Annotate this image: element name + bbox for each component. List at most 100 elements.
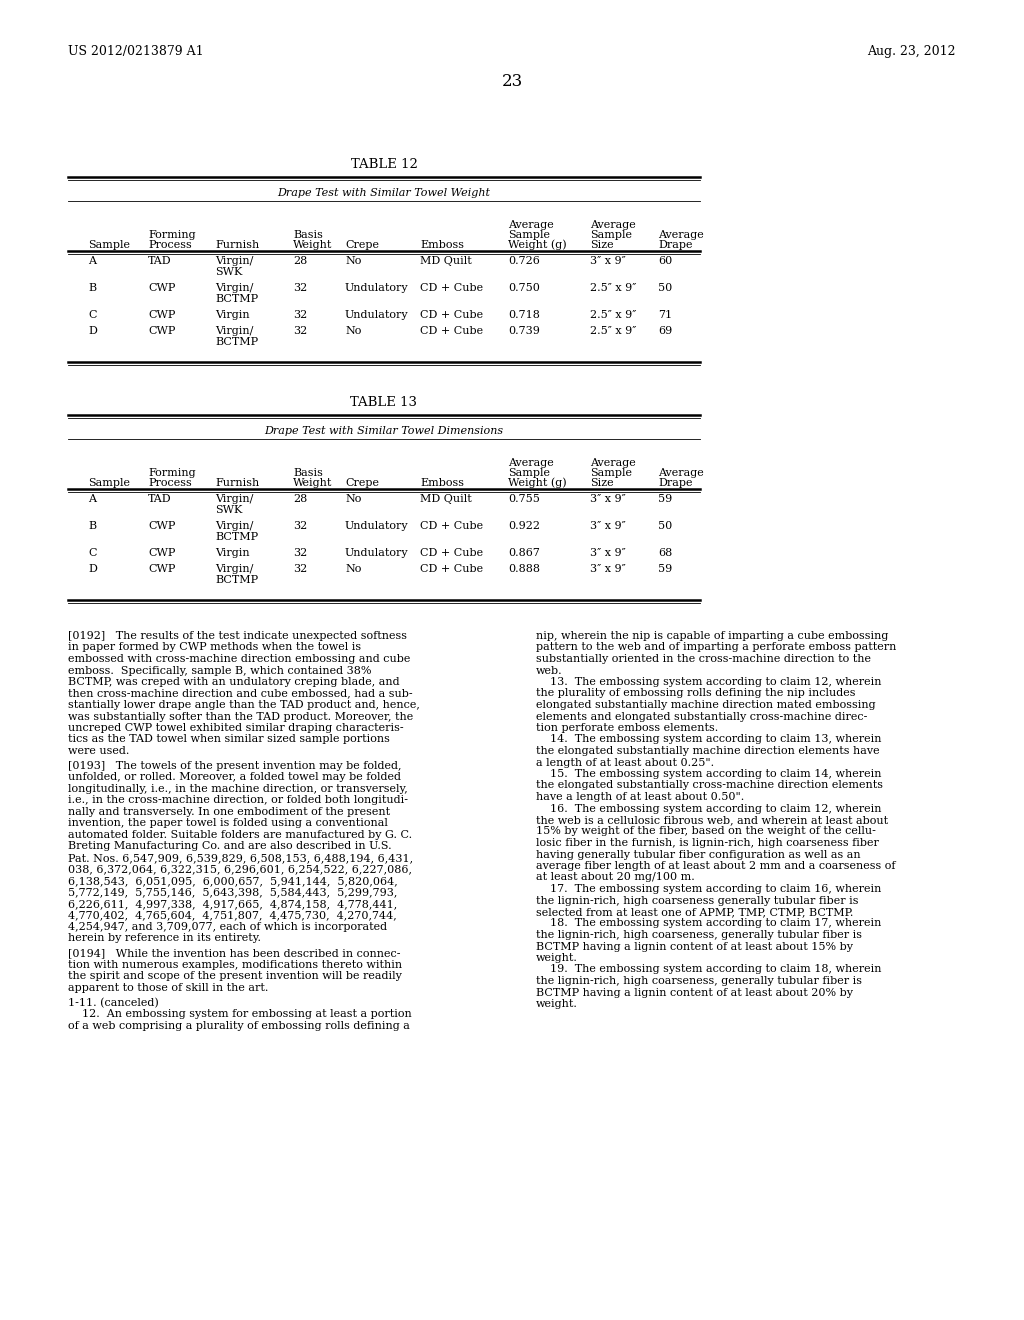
Text: CWP: CWP <box>148 521 175 531</box>
Text: Sample: Sample <box>88 240 130 249</box>
Text: longitudinally, i.e., in the machine direction, or transversely,: longitudinally, i.e., in the machine dir… <box>68 784 408 793</box>
Text: A: A <box>88 256 96 267</box>
Text: 3″ x 9″: 3″ x 9″ <box>590 494 626 504</box>
Text: 71: 71 <box>658 310 672 319</box>
Text: 1-11. (canceled): 1-11. (canceled) <box>68 998 159 1008</box>
Text: [0193]   The towels of the present invention may be folded,: [0193] The towels of the present inventi… <box>68 760 401 771</box>
Text: BCTMP: BCTMP <box>215 576 258 585</box>
Text: 60: 60 <box>658 256 672 267</box>
Text: 59: 59 <box>658 494 672 504</box>
Text: 15.  The embossing system according to claim 14, wherein: 15. The embossing system according to cl… <box>536 770 882 779</box>
Text: 3″ x 9″: 3″ x 9″ <box>590 564 626 574</box>
Text: tion perforate emboss elements.: tion perforate emboss elements. <box>536 723 718 733</box>
Text: tion with numerous examples, modifications thereto within: tion with numerous examples, modificatio… <box>68 960 402 970</box>
Text: 5,772,149,  5,755,146,  5,643,398,  5,584,443,  5,299,793,: 5,772,149, 5,755,146, 5,643,398, 5,584,4… <box>68 887 397 898</box>
Text: CD + Cube: CD + Cube <box>420 548 483 558</box>
Text: 59: 59 <box>658 564 672 574</box>
Text: Virgin/: Virgin/ <box>215 564 253 574</box>
Text: tics as the TAD towel when similar sized sample portions: tics as the TAD towel when similar sized… <box>68 734 390 744</box>
Text: TAD: TAD <box>148 494 172 504</box>
Text: D: D <box>88 564 97 574</box>
Text: Sample: Sample <box>590 469 632 478</box>
Text: 13.  The embossing system according to claim 12, wherein: 13. The embossing system according to cl… <box>536 677 882 686</box>
Text: a length of at least about 0.25".: a length of at least about 0.25". <box>536 758 714 767</box>
Text: CD + Cube: CD + Cube <box>420 564 483 574</box>
Text: in paper formed by CWP methods when the towel is: in paper formed by CWP methods when the … <box>68 643 361 652</box>
Text: uncreped CWP towel exhibited similar draping characteris-: uncreped CWP towel exhibited similar dra… <box>68 723 403 733</box>
Text: 0.739: 0.739 <box>508 326 540 337</box>
Text: MD Quilt: MD Quilt <box>420 494 472 504</box>
Text: have a length of at least about 0.50".: have a length of at least about 0.50". <box>536 792 744 803</box>
Text: average fiber length of at least about 2 mm and a coarseness of: average fiber length of at least about 2… <box>536 861 896 871</box>
Text: 28: 28 <box>293 494 307 504</box>
Text: MD Quilt: MD Quilt <box>420 256 472 267</box>
Text: 32: 32 <box>293 564 307 574</box>
Text: 32: 32 <box>293 282 307 293</box>
Text: 17.  The embossing system according to claim 16, wherein: 17. The embossing system according to cl… <box>536 884 882 894</box>
Text: nip, wherein the nip is capable of imparting a cube embossing: nip, wherein the nip is capable of impar… <box>536 631 889 642</box>
Text: 32: 32 <box>293 326 307 337</box>
Text: 28: 28 <box>293 256 307 267</box>
Text: No: No <box>345 494 361 504</box>
Text: Virgin/: Virgin/ <box>215 282 253 293</box>
Text: BCTMP: BCTMP <box>215 294 258 304</box>
Text: 32: 32 <box>293 310 307 319</box>
Text: BCTMP, was creped with an undulatory creping blade, and: BCTMP, was creped with an undulatory cre… <box>68 677 399 686</box>
Text: TABLE 13: TABLE 13 <box>350 396 418 409</box>
Text: [0194]   While the invention has been described in connec-: [0194] While the invention has been desc… <box>68 948 400 958</box>
Text: Average: Average <box>590 458 636 469</box>
Text: Process: Process <box>148 478 191 488</box>
Text: the spirit and scope of the present invention will be readily: the spirit and scope of the present inve… <box>68 972 401 981</box>
Text: SWK: SWK <box>215 506 243 515</box>
Text: Weight: Weight <box>293 240 333 249</box>
Text: the lignin-rich, high coarseness, generally tubular fiber is: the lignin-rich, high coarseness, genera… <box>536 931 862 940</box>
Text: TABLE 12: TABLE 12 <box>350 158 418 172</box>
Text: Drape: Drape <box>658 240 692 249</box>
Text: 0.922: 0.922 <box>508 521 540 531</box>
Text: selected from at least one of APMP, TMP, CTMP, BCTMP.: selected from at least one of APMP, TMP,… <box>536 907 853 917</box>
Text: apparent to those of skill in the art.: apparent to those of skill in the art. <box>68 983 268 993</box>
Text: Average: Average <box>658 469 703 478</box>
Text: Size: Size <box>590 240 613 249</box>
Text: 0.718: 0.718 <box>508 310 540 319</box>
Text: 4,770,402,  4,765,604,  4,751,807,  4,475,730,  4,270,744,: 4,770,402, 4,765,604, 4,751,807, 4,475,7… <box>68 911 396 920</box>
Text: nally and transversely. In one embodiment of the present: nally and transversely. In one embodimen… <box>68 807 390 817</box>
Text: Drape Test with Similar Towel Weight: Drape Test with Similar Towel Weight <box>278 187 490 198</box>
Text: CD + Cube: CD + Cube <box>420 310 483 319</box>
Text: invention, the paper towel is folded using a conventional: invention, the paper towel is folded usi… <box>68 818 388 829</box>
Text: BCTMP having a lignin content of at least about 20% by: BCTMP having a lignin content of at leas… <box>536 987 853 998</box>
Text: B: B <box>88 521 96 531</box>
Text: weight.: weight. <box>536 953 578 964</box>
Text: the elongated substantially machine direction elements have: the elongated substantially machine dire… <box>536 746 880 756</box>
Text: Undulatory: Undulatory <box>345 310 409 319</box>
Text: 2.5″ x 9″: 2.5″ x 9″ <box>590 282 636 293</box>
Text: 32: 32 <box>293 521 307 531</box>
Text: Process: Process <box>148 240 191 249</box>
Text: 0.867: 0.867 <box>508 548 540 558</box>
Text: Emboss: Emboss <box>420 478 464 488</box>
Text: 14.  The embossing system according to claim 13, wherein: 14. The embossing system according to cl… <box>536 734 882 744</box>
Text: automated folder. Suitable folders are manufactured by G. C.: automated folder. Suitable folders are m… <box>68 830 412 840</box>
Text: emboss.  Specifically, sample B, which contained 38%: emboss. Specifically, sample B, which co… <box>68 665 372 676</box>
Text: unfolded, or rolled. Moreover, a folded towel may be folded: unfolded, or rolled. Moreover, a folded … <box>68 772 401 783</box>
Text: Virgin: Virgin <box>215 310 250 319</box>
Text: Virgin/: Virgin/ <box>215 256 253 267</box>
Text: the plurality of embossing rolls defining the nip includes: the plurality of embossing rolls definin… <box>536 689 855 698</box>
Text: the elongated substantially cross-machine direction elements: the elongated substantially cross-machin… <box>536 780 883 791</box>
Text: Forming: Forming <box>148 230 196 240</box>
Text: Weight (g): Weight (g) <box>508 240 566 251</box>
Text: 50: 50 <box>658 521 672 531</box>
Text: Drape Test with Similar Towel Dimensions: Drape Test with Similar Towel Dimensions <box>264 426 504 436</box>
Text: elongated substantially machine direction mated embossing: elongated substantially machine directio… <box>536 700 876 710</box>
Text: C: C <box>88 548 96 558</box>
Text: pattern to the web and of imparting a perforate emboss pattern: pattern to the web and of imparting a pe… <box>536 643 896 652</box>
Text: Average: Average <box>590 220 636 230</box>
Text: Pat. Nos. 6,547,909, 6,539,829, 6,508,153, 6,488,194, 6,431,: Pat. Nos. 6,547,909, 6,539,829, 6,508,15… <box>68 853 413 863</box>
Text: Furnish: Furnish <box>215 478 259 488</box>
Text: 23: 23 <box>502 74 522 91</box>
Text: 3″ x 9″: 3″ x 9″ <box>590 256 626 267</box>
Text: was substantially softer than the TAD product. Moreover, the: was substantially softer than the TAD pr… <box>68 711 414 722</box>
Text: Breting Manufacturing Co. and are also described in U.S.: Breting Manufacturing Co. and are also d… <box>68 841 391 851</box>
Text: stantially lower drape angle than the TAD product and, hence,: stantially lower drape angle than the TA… <box>68 700 420 710</box>
Text: Emboss: Emboss <box>420 240 464 249</box>
